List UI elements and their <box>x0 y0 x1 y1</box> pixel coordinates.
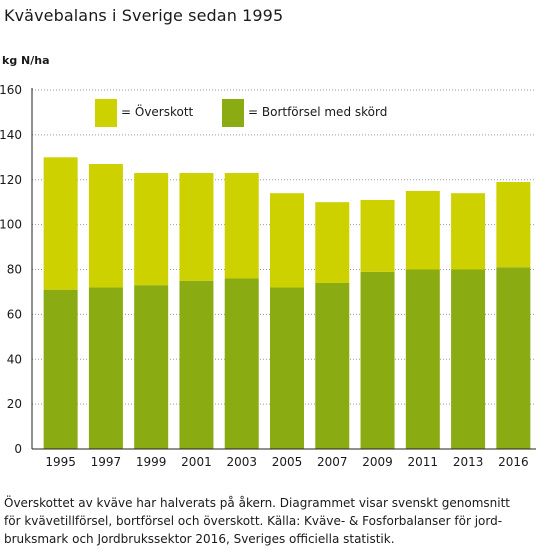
caption-line-2: för kvävetillförsel, bortförsel och över… <box>4 514 503 528</box>
x-tick-label: 2001 <box>181 455 212 469</box>
bar-removal-2016 <box>496 267 531 449</box>
bar-removal-2003 <box>224 278 259 449</box>
chart-title: Kvävebalans i Sverige sedan 1995 <box>4 6 284 25</box>
bar-surplus-2009 <box>360 199 395 272</box>
y-tick-label: 20 <box>7 397 22 411</box>
y-tick-label: 120 <box>0 173 22 187</box>
legend-swatch <box>222 99 244 127</box>
x-tick-label: 2013 <box>453 455 484 469</box>
y-tick-label: 160 <box>0 83 22 97</box>
y-tick-label: 140 <box>0 128 22 142</box>
legend-swatch <box>95 99 117 127</box>
caption-line-3: bruksmark och Jordbrukssektor 2016, Sver… <box>4 532 395 546</box>
x-tick-label: 2005 <box>272 455 303 469</box>
bar-removal-2011 <box>405 269 440 449</box>
bar-removal-2009 <box>360 271 395 449</box>
bar-removal-1999 <box>134 285 169 449</box>
bar-surplus-2005 <box>270 193 304 288</box>
bar-removal-2005 <box>270 287 304 449</box>
bar-surplus-2001 <box>179 173 214 281</box>
x-tick-label: 2011 <box>408 455 439 469</box>
y-tick-label: 0 <box>14 442 22 456</box>
bar-removal-2007 <box>315 282 350 449</box>
y-tick-label: 40 <box>7 352 22 366</box>
x-tick-label: 2016 <box>498 455 529 469</box>
bar-surplus-2011 <box>405 190 440 270</box>
x-tick-label: 1997 <box>91 455 122 469</box>
bar-removal-1997 <box>88 287 123 449</box>
x-tick-label: 2009 <box>362 455 393 469</box>
bar-surplus-2003 <box>224 173 259 279</box>
bar-surplus-1995 <box>43 157 78 290</box>
legend-label: = Överskott <box>121 103 194 119</box>
y-tick-label: 80 <box>7 263 22 277</box>
bar-surplus-2007 <box>315 202 350 283</box>
bar-surplus-1997 <box>88 164 123 288</box>
bar-removal-1995 <box>43 289 78 449</box>
bar-surplus-1999 <box>134 173 169 286</box>
x-tick-label: 2007 <box>317 455 348 469</box>
legend-label: = Bortförsel med skörd <box>248 105 387 119</box>
bar-surplus-2016 <box>496 181 531 268</box>
x-tick-label: 1999 <box>136 455 167 469</box>
bar-chart: 0 20 40 60 80 100 120 140 160 1995 1997 1999 2001 200… <box>0 83 536 469</box>
caption-line-1: Överskottet av kväve har halverats på åk… <box>4 496 511 510</box>
y-tick-label: 100 <box>0 218 22 232</box>
x-tick-label: 1995 <box>45 455 76 469</box>
bar-surplus-2013 <box>451 193 486 270</box>
bar-removal-2013 <box>451 269 486 449</box>
chart-caption: Överskottet av kväve har halverats på åk… <box>4 494 544 548</box>
bar-removal-2001 <box>179 280 214 449</box>
y-tick-label: 60 <box>7 307 22 321</box>
y-axis-unit-label: kg N/ha <box>2 54 50 67</box>
x-tick-label: 2003 <box>226 455 257 469</box>
